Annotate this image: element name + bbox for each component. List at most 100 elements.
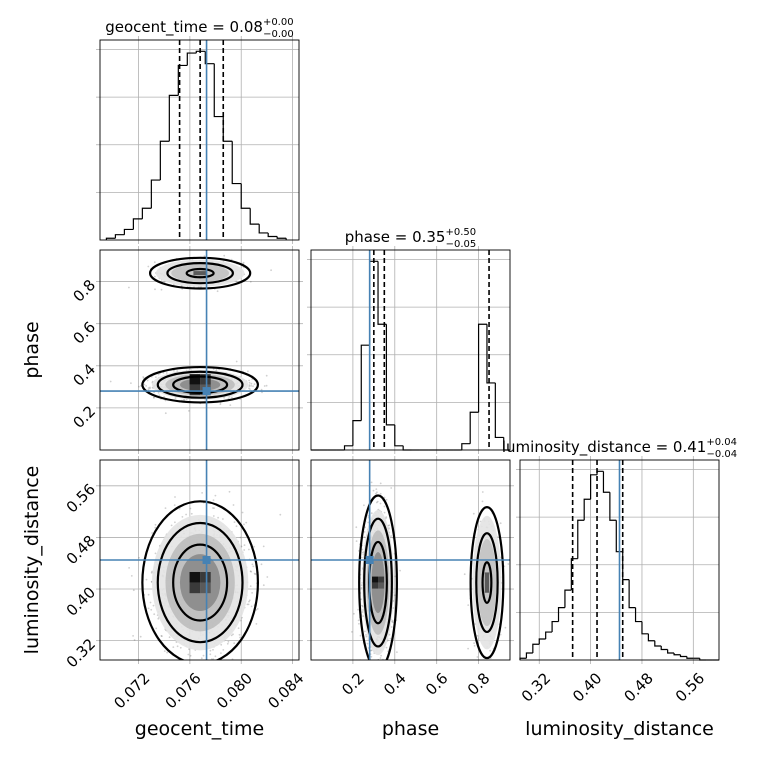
- hist-bin: [186, 52, 197, 66]
- sample-point: [255, 623, 258, 625]
- sample-point: [150, 571, 153, 574]
- pair-phase-luminosity_distance-density: [351, 481, 510, 698]
- sample-point: [361, 604, 363, 607]
- hist-bin: [343, 445, 353, 450]
- hist-bin: [352, 420, 362, 446]
- sample-point: [351, 631, 353, 633]
- hist-bin: [150, 179, 161, 209]
- y-tick-label-luminosity_distance: 0.48: [63, 532, 99, 568]
- contour-line: [363, 517, 393, 648]
- sample-point: [188, 410, 190, 412]
- sample-point: [215, 369, 218, 371]
- sample-point: [154, 523, 157, 526]
- title-minus: −0.00: [263, 29, 294, 40]
- sample-point: [380, 668, 382, 670]
- sample-point: [379, 696, 381, 698]
- sample-point: [490, 677, 492, 679]
- sample-point: [203, 255, 206, 257]
- sample-point: [247, 603, 250, 606]
- sample-point: [359, 634, 362, 637]
- sample-point: [173, 504, 176, 506]
- sample-point: [370, 481, 373, 484]
- hist-bin: [647, 633, 655, 642]
- sample-point: [250, 570, 253, 573]
- truth-marker: [365, 556, 374, 564]
- sample-point: [188, 648, 190, 650]
- sample-point: [154, 552, 157, 555]
- density-cell: [189, 582, 201, 594]
- y-tick-label-phase: 0.8: [69, 276, 99, 306]
- pair-phase-luminosity_distance-frame: [310, 459, 511, 661]
- sample-point: [226, 642, 229, 645]
- sample-point: [233, 642, 236, 645]
- sample-point: [151, 532, 154, 534]
- sample-point: [365, 634, 367, 636]
- sample-point: [383, 496, 386, 499]
- sample-point: [391, 620, 393, 623]
- sample-point: [189, 507, 192, 510]
- hist-bin: [660, 646, 668, 651]
- density-cell: [372, 582, 379, 589]
- sample-point: [370, 655, 373, 658]
- title-plus: +0.50: [445, 227, 476, 238]
- sample-point: [371, 671, 373, 673]
- sample-point: [222, 649, 225, 651]
- sample-point: [251, 378, 254, 380]
- density-cell: [378, 576, 385, 583]
- sample-point: [237, 627, 240, 630]
- sample-point: [165, 372, 168, 374]
- sample-point: [385, 498, 388, 501]
- y-tick-label-luminosity_distance: 0.40: [63, 583, 99, 619]
- sample-point: [379, 492, 382, 495]
- sample-point: [238, 633, 241, 636]
- hist-phase-bins: [311, 260, 510, 451]
- sample-point: [176, 370, 179, 372]
- hist-bin: [231, 141, 242, 185]
- sample-point: [145, 578, 148, 581]
- sample-point: [181, 516, 184, 518]
- sample-point: [252, 565, 255, 568]
- sample-point: [363, 531, 366, 533]
- sample-point: [262, 584, 265, 587]
- sample-point: [154, 288, 156, 291]
- truth-marker: [202, 387, 211, 396]
- sample-point: [145, 385, 148, 387]
- sample-point: [227, 397, 230, 400]
- sample-point: [360, 584, 363, 587]
- sample-point: [235, 360, 238, 363]
- title-param: geocent_time = 0.08: [105, 18, 263, 37]
- sample-point: [362, 615, 365, 617]
- sample-point: [249, 585, 252, 587]
- hist-bin: [634, 607, 642, 623]
- sample-point: [472, 512, 475, 515]
- sample-point: [370, 512, 373, 515]
- y-tick-label-luminosity_distance: 0.56: [63, 480, 99, 516]
- x-tick-label-geocent_time: 0.076: [162, 669, 205, 712]
- hist-luminosity_distance-frame: [519, 459, 720, 661]
- hist-bin: [105, 237, 116, 240]
- sample-point: [391, 619, 394, 622]
- sample-point: [463, 573, 466, 576]
- sample-point: [254, 573, 257, 576]
- hist-bin: [394, 424, 404, 447]
- sample-point: [143, 383, 146, 386]
- sample-point: [232, 504, 235, 506]
- sample-point: [157, 373, 160, 376]
- sample-point: [375, 492, 377, 495]
- sample-point: [499, 633, 502, 636]
- hist-bin: [159, 140, 170, 181]
- sample-point: [222, 518, 224, 520]
- sample-point: [364, 630, 366, 633]
- sample-point: [225, 663, 227, 665]
- sample-point: [152, 604, 155, 607]
- sample-point: [261, 391, 263, 394]
- sample-point: [262, 545, 265, 548]
- sample-point: [132, 589, 135, 592]
- sample-point: [383, 675, 385, 677]
- hist-bin: [402, 445, 412, 451]
- y-axis-label-phase: phase: [21, 321, 43, 378]
- x-tick-label-geocent_time: 0.072: [110, 669, 153, 712]
- sample-point: [391, 536, 394, 539]
- density-cell: [372, 576, 379, 583]
- hist-geocent_time-grid: [96, 36, 299, 244]
